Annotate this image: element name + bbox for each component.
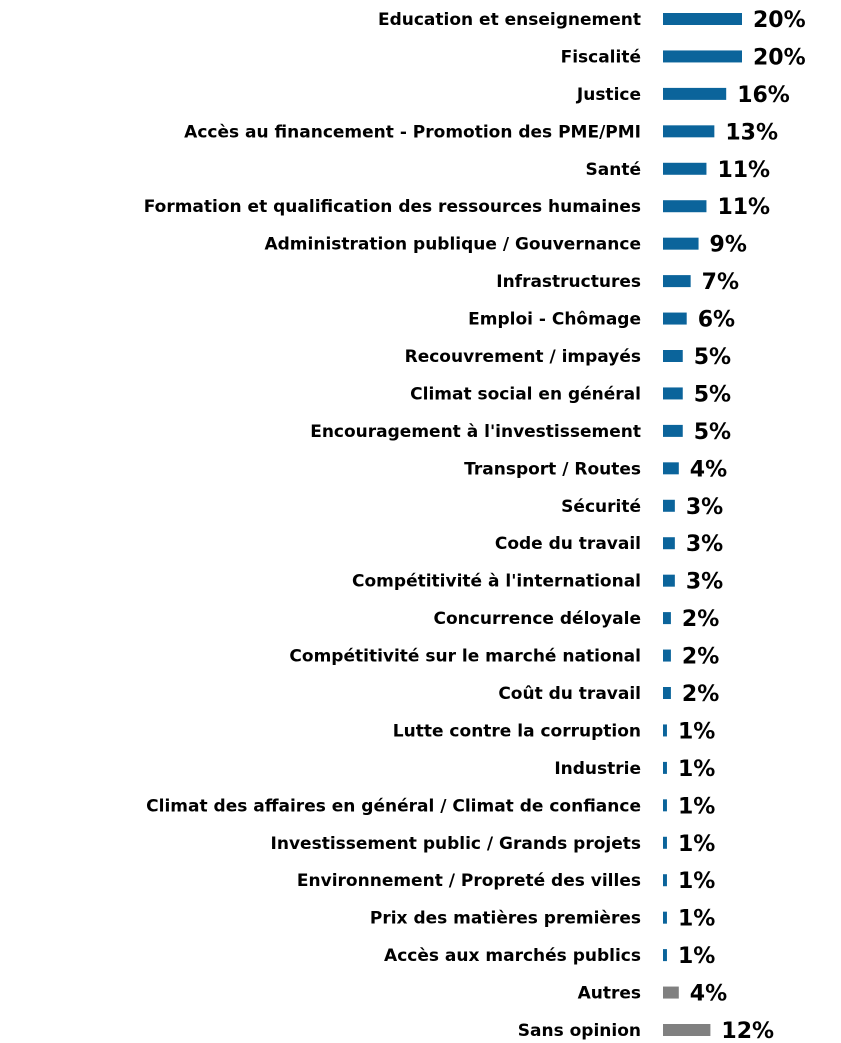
value-label: 7% [702,270,739,295]
bar [663,162,707,175]
bar [663,836,667,849]
bar [663,949,667,962]
value-label: 4% [690,457,727,482]
bar [663,200,707,213]
value-label: 3% [686,532,723,557]
category-label: Emploi - Chômage [468,310,641,330]
category-label: Compétitivité sur le marché national [289,647,641,667]
bar [663,125,715,138]
bar [663,1024,711,1036]
value-label: 5% [694,345,731,370]
bar [663,687,671,699]
value-label: 5% [694,382,731,407]
bar [663,499,675,512]
category-label: Accès au financement - Promotion des PME… [184,122,641,142]
bar [663,761,667,774]
category-label: Environnement / Propreté des villes [297,871,641,891]
value-label: 1% [678,719,715,744]
category-label: Industrie [554,759,641,779]
category-label: Concurrence déloyale [434,609,641,629]
category-label: Infrastructures [496,272,641,292]
category-label: Climat des affaires en général / Climat … [146,796,641,816]
bar [663,50,742,63]
value-label: 11% [717,158,770,183]
value-label: 1% [678,757,715,782]
bar [663,612,671,625]
value-label: 2% [682,682,719,707]
value-label: 9% [710,233,747,258]
value-label: 4% [690,982,727,1007]
value-label: 13% [725,120,778,145]
bar [663,911,667,924]
category-label: Code du travail [495,534,641,554]
value-label: 1% [678,944,715,969]
category-label: Lutte contre la corruption [393,721,641,741]
category-label: Encouragement à l'investissement [310,422,641,442]
value-label: 20% [753,8,806,33]
value-label: 2% [682,645,719,670]
category-label: Justice [576,85,641,105]
bar [663,350,683,362]
category-label: Santé [586,160,641,180]
bar [663,462,679,475]
value-label: 3% [686,495,723,520]
value-label: 5% [694,420,731,445]
category-label: Administration publique / Gouvernance [264,235,641,255]
value-label: 12% [721,1019,774,1043]
value-label: 2% [682,607,719,632]
category-label: Recouvrement / impayés [405,347,641,367]
value-label: 11% [717,195,770,220]
category-label: Accès aux marchés publics [384,946,641,966]
category-label: Sans opinion [518,1021,641,1041]
value-label: 1% [678,832,715,857]
bar [663,986,679,999]
value-label: 1% [678,869,715,894]
category-label: Sécurité [561,497,641,517]
value-label: 6% [698,308,735,333]
bar [663,574,675,587]
category-label: Education et enseignement [378,10,641,30]
bar [663,724,667,737]
bar [663,424,683,437]
category-label: Autres [578,984,641,1004]
value-label: 1% [678,907,715,932]
bar [663,312,687,325]
bar [663,237,699,250]
category-label: Prix des matières premières [370,909,641,929]
bar [663,275,691,288]
value-label: 3% [686,570,723,595]
category-label: Fiscalité [561,47,641,67]
category-label: Coût du travail [498,684,641,704]
bar [663,874,667,887]
bar [663,87,727,100]
bar [663,537,675,550]
bar [663,799,667,812]
category-label: Compétitivité à l'international [352,572,641,592]
category-label: Formation et qualification des ressource… [144,197,641,217]
category-label: Investissement public / Grands projets [271,834,641,854]
category-label: Climat social en général [410,384,641,404]
value-label: 20% [753,45,806,70]
bar [663,649,671,662]
value-label: 1% [678,794,715,819]
value-label: 16% [737,83,790,108]
category-label: Transport / Routes [464,459,641,479]
bar [663,387,683,400]
bar [663,13,742,25]
